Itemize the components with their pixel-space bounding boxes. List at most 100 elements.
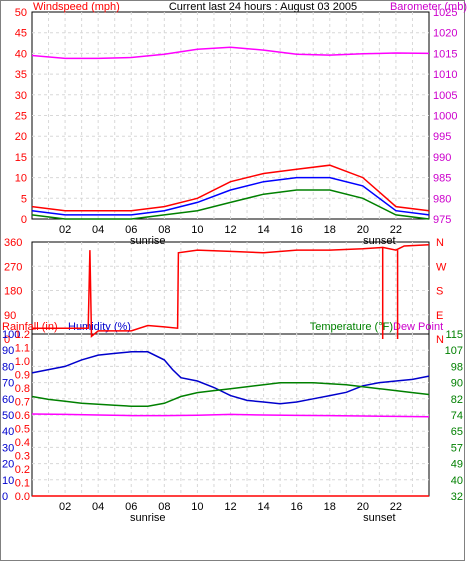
x-tick-label: 02 (59, 501, 71, 513)
temperature-tick-label: 32 (451, 491, 463, 503)
rainfall-tick-label: 0.1 (15, 478, 30, 490)
x-tick-label: 20 (357, 224, 369, 236)
humidity-tick-label: 50 (2, 410, 14, 422)
direction-tick-label: 90 (4, 310, 16, 322)
barometer-tick-label: 990 (433, 152, 451, 164)
compass-label: E (436, 310, 443, 322)
humidity-tick-label: 70 (2, 378, 14, 390)
humidity-tick-label: 40 (2, 426, 14, 438)
temperature-tick-label: 57 (451, 442, 463, 454)
humidity-tick-label: 90 (2, 345, 14, 357)
tick-labels-panel3: 01020304050607080901000.00.10.20.30.40.5… (2, 329, 463, 524)
series-line (32, 243, 430, 338)
barometer-tick-label: 1010 (433, 69, 457, 81)
humidity-tick-label: 10 (2, 475, 14, 487)
humidity-tick-label: 30 (2, 442, 14, 454)
rainfall-tick-label: 0.8 (15, 383, 30, 395)
barometer-tick-label: 985 (433, 173, 451, 185)
x-tick-label: 10 (191, 224, 203, 236)
x-tick-label: 16 (291, 224, 303, 236)
direction-tick-label: 270 (4, 261, 22, 273)
humidity-tick-label: 60 (2, 394, 14, 406)
direction-tick-label: 180 (4, 286, 22, 298)
temperature-axis-title: Temperature (°F) (310, 321, 393, 333)
barometer-tick-label: 1015 (433, 48, 457, 60)
rainfall-tick-label: 1.2 (15, 329, 30, 341)
rainfall-tick-label: 0.6 (15, 410, 30, 422)
windspeed-tick-label: 35 (15, 69, 27, 81)
windspeed-tick-label: 10 (15, 173, 27, 185)
windspeed-tick-label: 20 (15, 131, 27, 143)
temperature-tick-label: 49 (451, 459, 463, 471)
x-tick-label: 10 (191, 501, 203, 513)
temperature-tick-label: 115 (445, 329, 463, 341)
x-tick-label: 18 (324, 224, 336, 236)
windspeed-tick-label: 50 (15, 7, 27, 19)
rainfall-tick-label: 0.0 (15, 491, 30, 503)
temperature-tick-label: 40 (451, 475, 463, 487)
x-annotation: sunset (363, 235, 395, 247)
series-line (31, 46, 430, 60)
rainfall-tick-label: 0.2 (15, 464, 30, 476)
rainfall-tick-label: 0.5 (15, 424, 30, 436)
windspeed-tick-label: 15 (15, 152, 27, 164)
barometer-tick-label: 1025 (433, 7, 457, 19)
series-line (31, 164, 430, 212)
compass-label: N (436, 334, 444, 346)
rainfall-tick-label: 1.1 (15, 343, 30, 355)
windspeed-tick-label: 30 (15, 90, 27, 102)
x-tick-label: 04 (92, 224, 104, 236)
x-tick-label: 06 (125, 224, 137, 236)
humidity-tick-label: 100 (2, 329, 20, 341)
series-line (31, 189, 430, 220)
dewpoint-axis-title: Dew Point (393, 321, 443, 333)
x-tick-label: 14 (257, 224, 269, 236)
rainfall-tick-label: 0.3 (15, 451, 30, 463)
rainfall-tick-label: 0.9 (15, 370, 30, 382)
barometer-tick-label: 1005 (433, 90, 457, 102)
compass-label: N (436, 237, 444, 249)
compass-label: S (436, 286, 443, 298)
x-annotation: sunset (363, 512, 395, 524)
series-line (31, 176, 430, 216)
barometer-tick-label: 1000 (433, 111, 457, 123)
compass-label: W (436, 261, 447, 273)
barometer-axis-title: Barometer (mb) (390, 1, 467, 13)
temperature-tick-label: 107 (445, 345, 463, 357)
direction-tick-label: 0 (4, 334, 10, 346)
series-panel3 (31, 351, 430, 497)
windspeed-axis-title: Windspeed (mph) (33, 1, 120, 13)
barometer-tick-label: 980 (433, 193, 451, 205)
x-tick-label: 16 (291, 501, 303, 513)
windspeed-tick-label: 25 (15, 111, 27, 123)
x-tick-label: 08 (158, 224, 170, 236)
humidity-axis-title: Humidity (%) (68, 321, 131, 333)
x-tick-label: 22 (390, 224, 402, 236)
x-annotation: sunrise (130, 512, 165, 524)
x-tick-label: 14 (257, 501, 269, 513)
series-panel2 (32, 243, 430, 339)
x-tick-label: 06 (125, 501, 137, 513)
temperature-tick-label: 65 (451, 426, 463, 438)
rainfall-tick-label: 1.0 (15, 356, 30, 368)
tick-labels-panel1: 0510152025303540455097598098599099510001… (15, 7, 458, 247)
x-annotation: sunrise (130, 235, 165, 247)
barometer-tick-label: 995 (433, 131, 451, 143)
x-tick-label: 02 (59, 224, 71, 236)
series-line (31, 413, 430, 418)
windspeed-tick-label: 45 (15, 28, 27, 40)
x-tick-label: 12 (224, 224, 236, 236)
x-tick-label: 18 (324, 501, 336, 513)
x-tick-label: 20 (357, 501, 369, 513)
x-tick-label: 12 (224, 501, 236, 513)
temperature-tick-label: 90 (451, 378, 463, 390)
rainfall-tick-label: 0.7 (15, 397, 30, 409)
series-line (31, 382, 430, 407)
windspeed-tick-label: 5 (21, 193, 27, 205)
barometer-tick-label: 1020 (433, 28, 457, 40)
humidity-tick-label: 80 (2, 361, 14, 373)
windspeed-tick-label: 0 (21, 214, 27, 226)
